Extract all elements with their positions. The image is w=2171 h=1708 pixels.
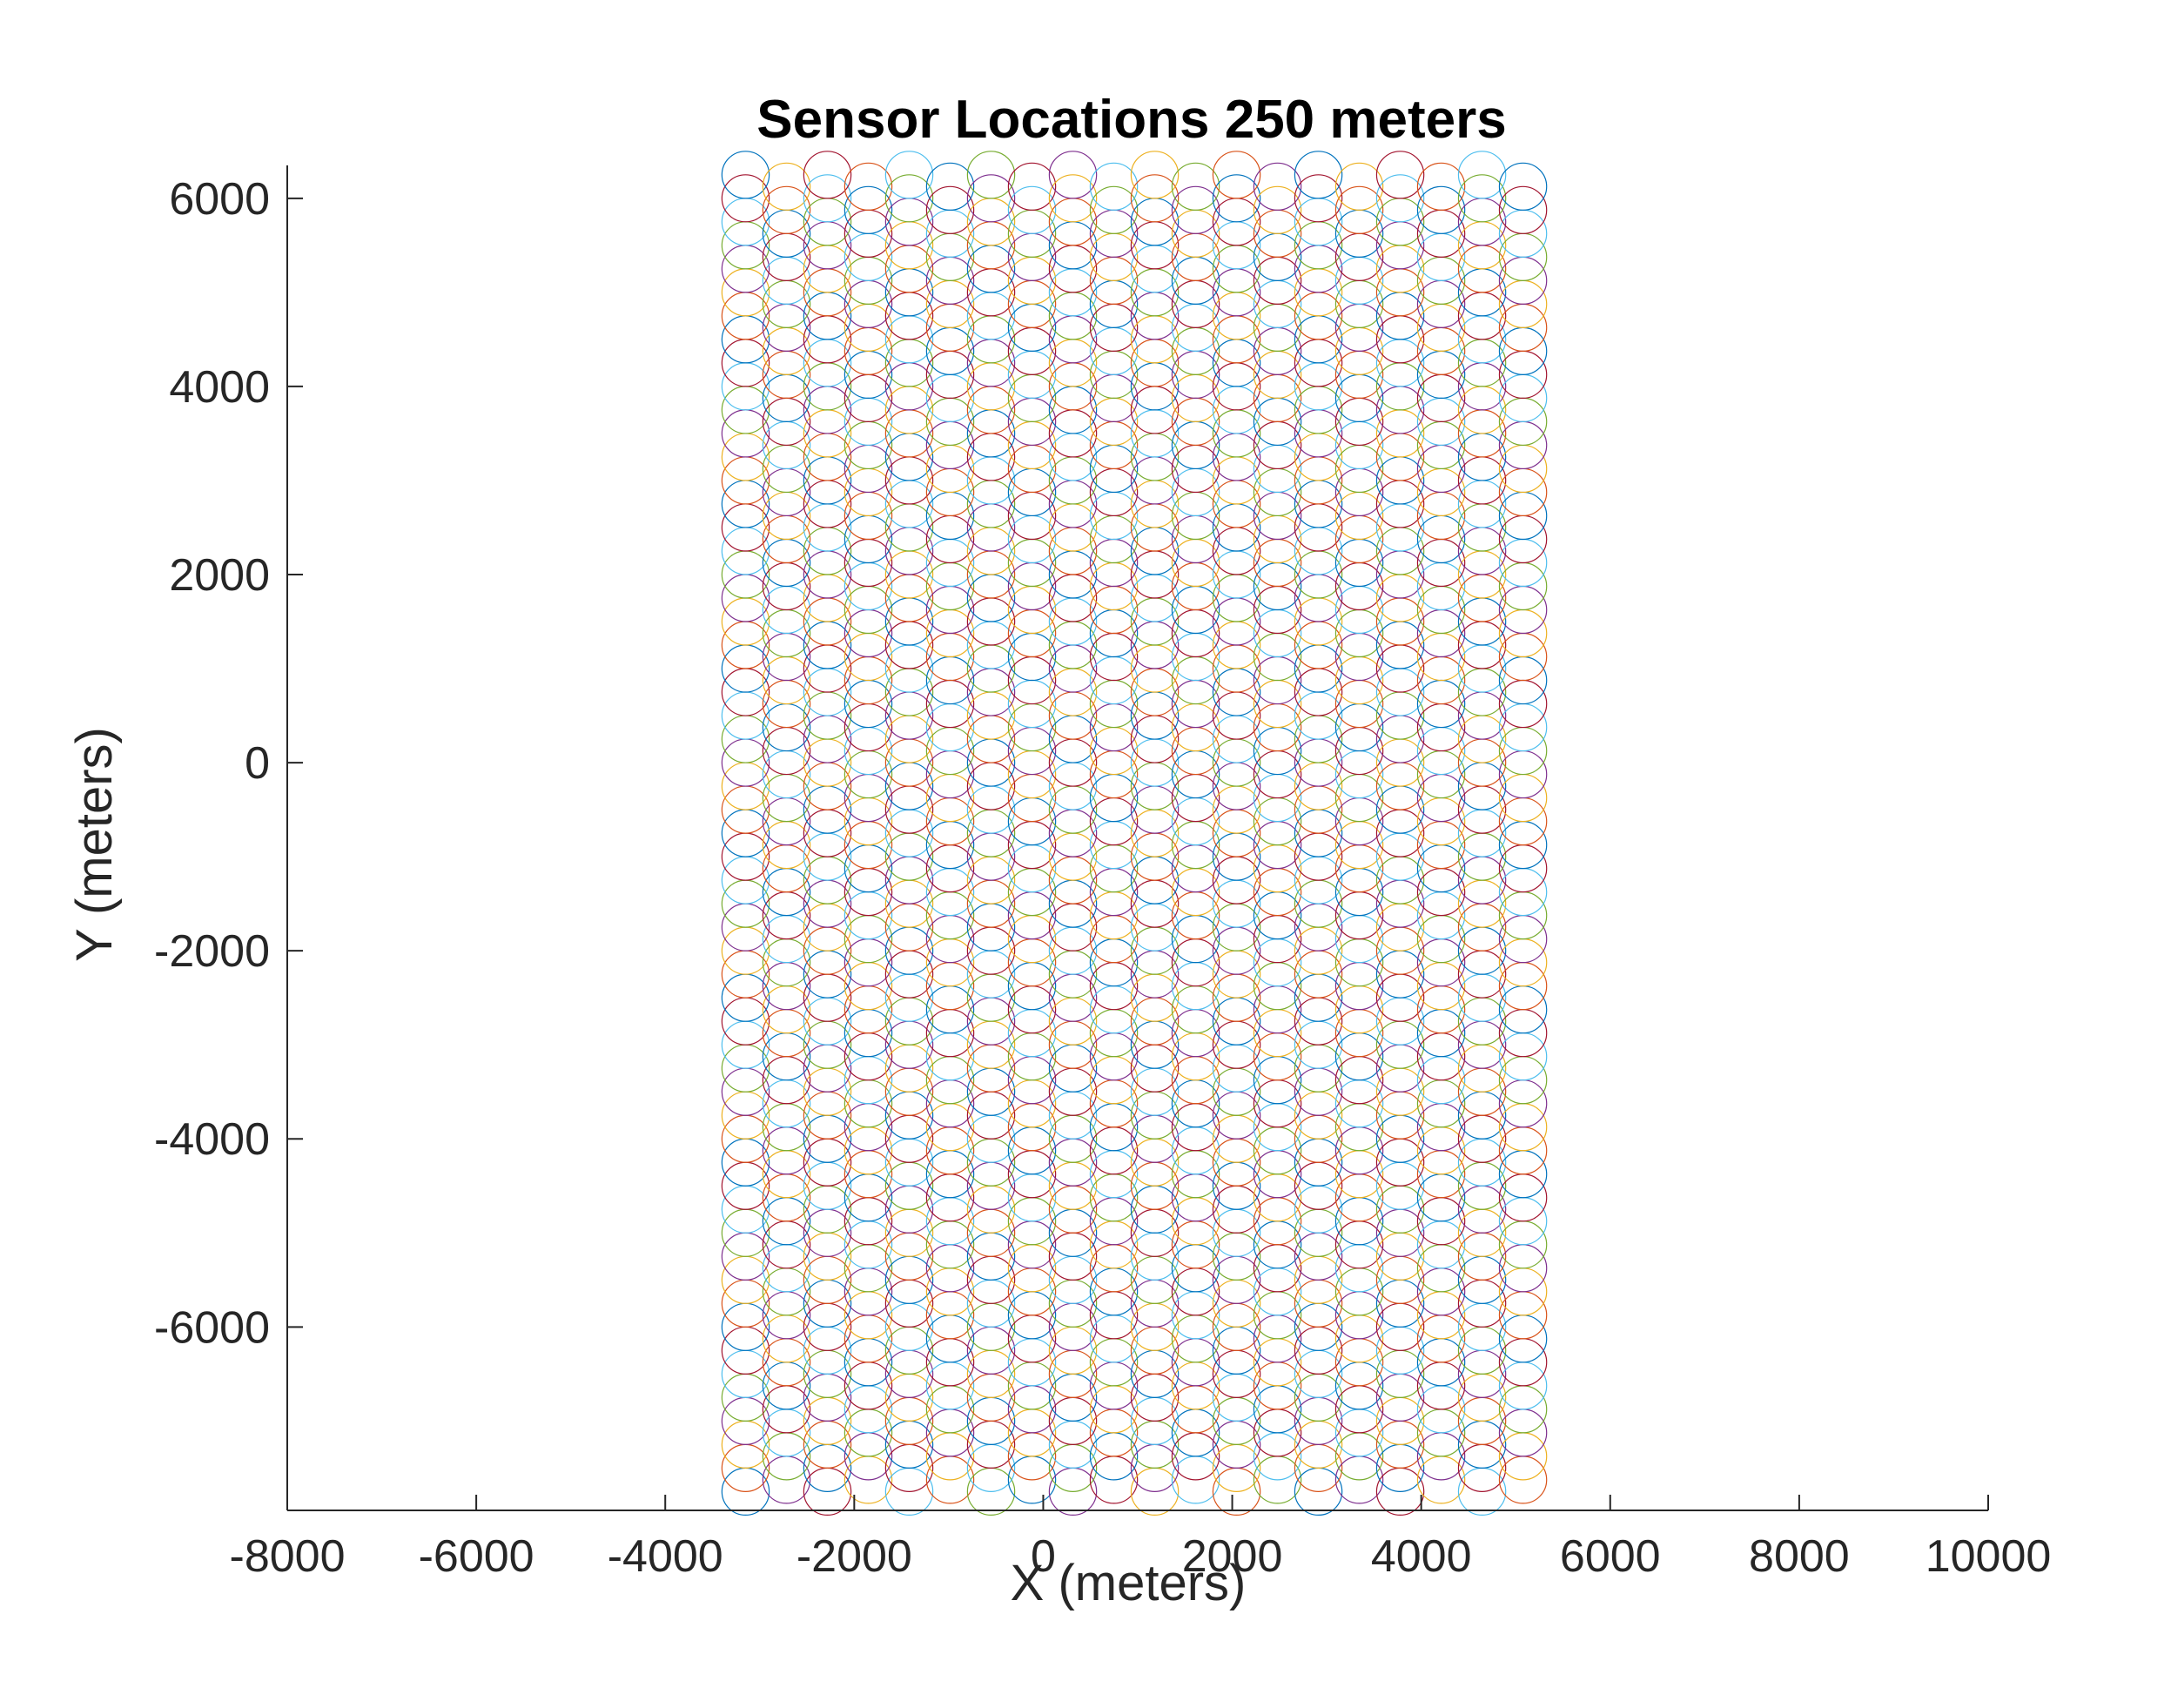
sensor-circle [1294,151,1343,199]
y-tick-label: -2000 [154,926,270,977]
sensor-circle [1498,185,1548,234]
sensor-circle [1007,162,1057,211]
sensor-circle [1334,162,1384,211]
sensor-circle [1130,151,1180,199]
y-tick-label: -6000 [154,1302,270,1353]
sensor-circle [721,174,770,223]
x-tick-label: 4000 [1371,1531,1472,1582]
x-axis-ticks: -8000 -6000 -4000 -2000 0 2000 4000 6000 8000 100… [230,1495,2052,1582]
x-tick-label: 6000 [1560,1531,1661,1582]
sensor-circle [1294,174,1343,223]
sensor-circle [1212,174,1261,223]
x-tick-label: -8000 [230,1531,346,1582]
sensor-circle [884,151,934,199]
sensor-circle [803,174,852,223]
sensor-circle [1089,185,1139,234]
sensor-circle [1048,174,1098,223]
sensor-circle [1375,151,1425,199]
sensor-circle [1334,185,1384,234]
sensor-circle [721,151,770,199]
y-axis-label: Y (meters) [66,727,123,962]
sensor-circle [762,185,811,234]
y-tick-label: -4000 [154,1114,270,1165]
sensor-circle [844,185,893,234]
x-tick-label: 10000 [1926,1531,2052,1582]
sensor-circle [1212,151,1261,199]
sensor-circle [925,162,975,211]
sensor-circle [803,151,852,199]
y-tick-label: 0 [245,738,270,789]
sensor-circle [1498,162,1548,211]
sensor-circle [1416,162,1466,211]
sensor-circle [1171,185,1220,234]
sensor-circle [1171,162,1220,211]
y-axis-ticks: -6000 -4000 -2000 0 2000 4000 6000 [154,174,303,1353]
sensor-circles-layer [721,151,1548,1516]
sensor-circle [884,174,934,223]
sensor-circle [1457,174,1507,223]
x-tick-label: 2000 [1182,1531,1283,1582]
x-axis-label: X (meters) [1011,1555,1247,1611]
y-tick-label: 6000 [169,174,270,225]
x-tick-label: -6000 [419,1531,534,1582]
axes [286,165,1988,1511]
sensor-circle [844,162,893,211]
chart-title: Sensor Locations 250 meters [756,90,1506,150]
sensor-circle [966,151,1016,199]
x-tick-label: 0 [1031,1531,1056,1582]
x-tick-label: -2000 [796,1531,912,1582]
y-tick-label: 4000 [169,362,270,413]
sensor-circle [1007,185,1057,234]
sensor-circle [1457,151,1507,199]
sensor-circle [1375,174,1425,223]
sensor-circle [1048,151,1098,199]
x-tick-label: 8000 [1749,1531,1850,1582]
sensor-circle [1416,185,1466,234]
sensor-circle [1089,162,1139,211]
sensor-circle [1253,162,1302,211]
x-tick-label: -4000 [608,1531,723,1582]
sensor-circle [1253,185,1302,234]
sensor-circle [966,174,1016,223]
y-tick-label: 2000 [169,550,270,601]
sensor-circle [925,185,975,234]
sensor-circle [762,162,811,211]
sensor-circle [1130,174,1180,223]
